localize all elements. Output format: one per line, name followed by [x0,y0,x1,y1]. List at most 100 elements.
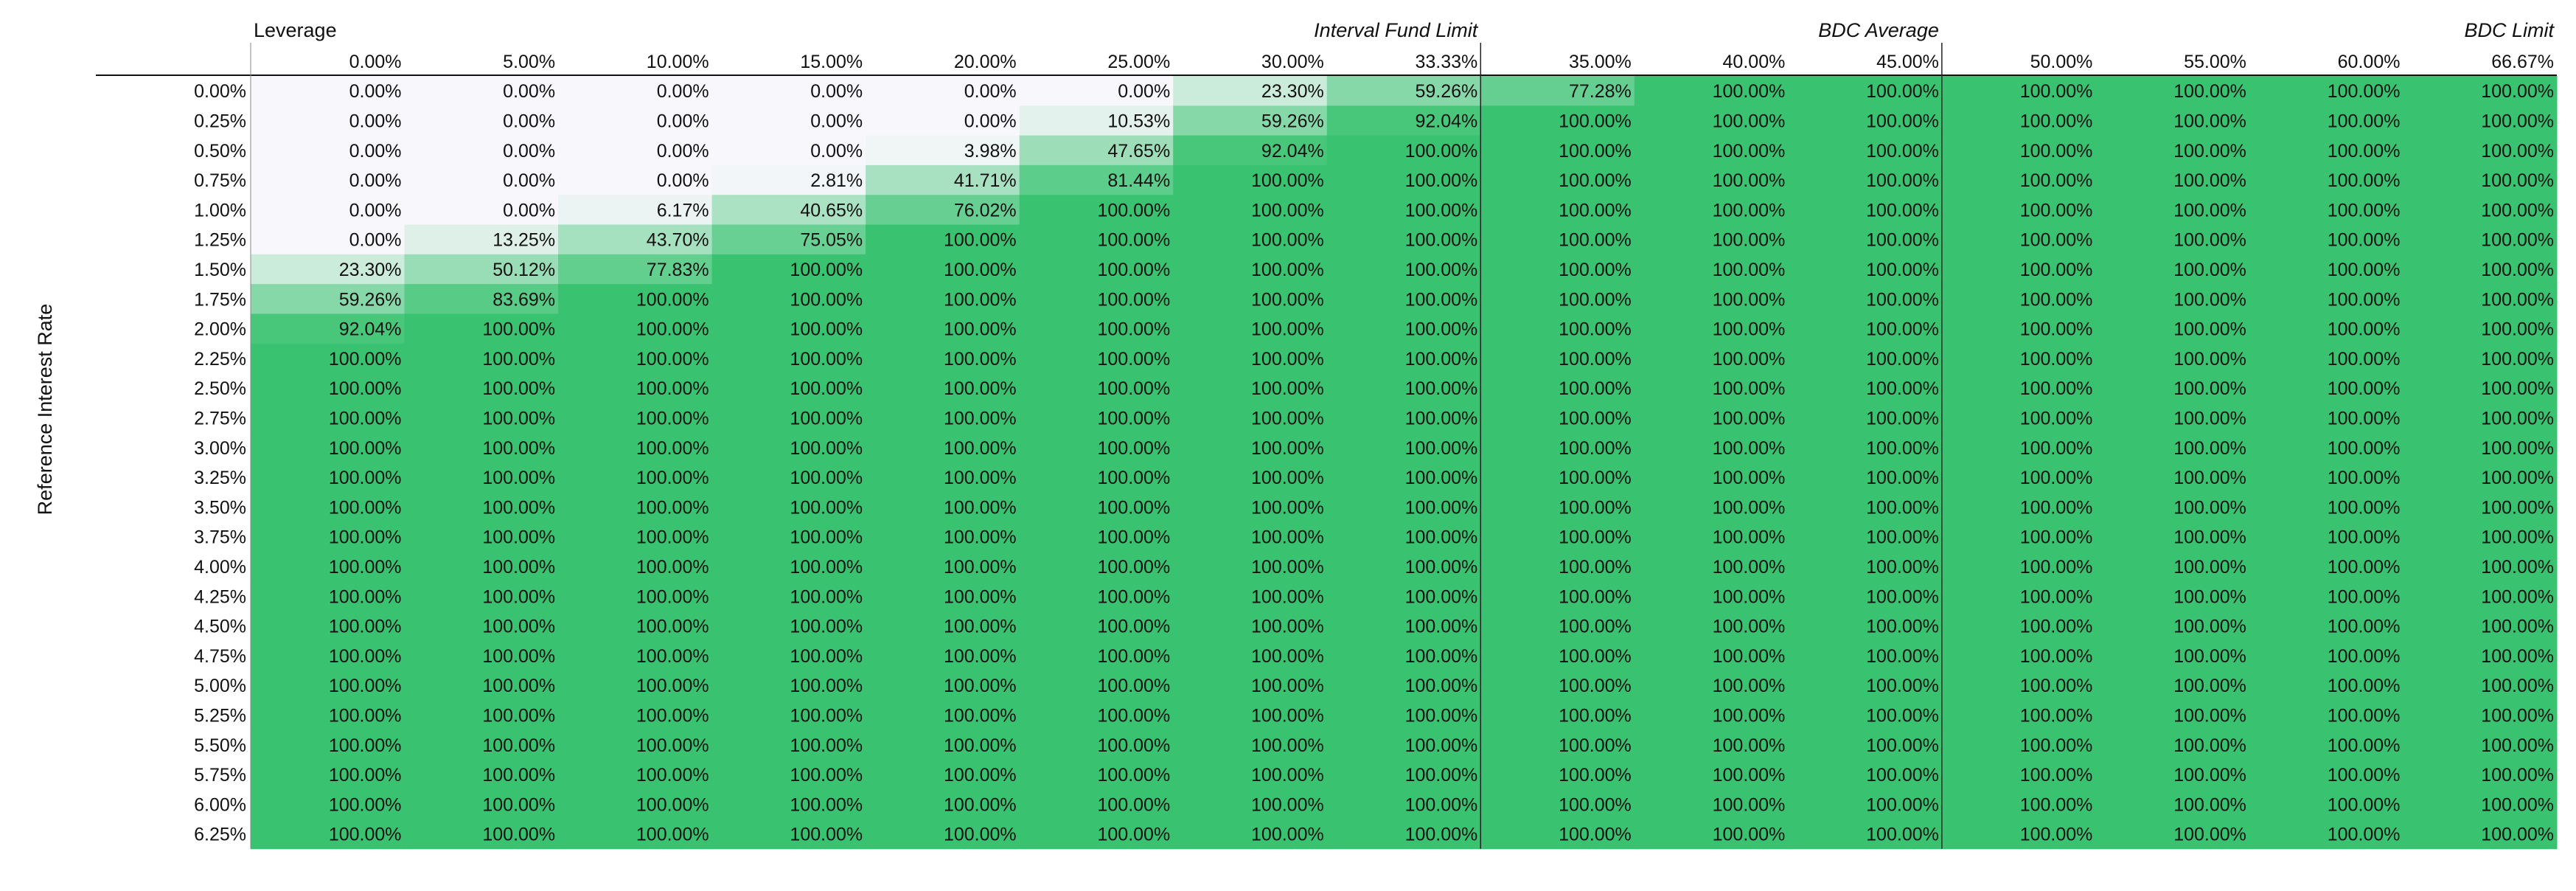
cell-value-label: 100.00% [790,617,863,637]
cell-value-label: 100.00% [2481,765,2554,786]
heatmap-cell [2095,164,2250,195]
cell-value-label: 100.00% [1713,349,1786,370]
heatmap-cell [404,759,559,790]
heatmap-cell [2249,462,2403,493]
heatmap-cell [251,700,405,731]
heatmap-cell [404,76,559,106]
heatmap-cell [1173,195,1328,225]
cell-value-label: 100.00% [944,349,1017,370]
heatmap-cell [1019,254,1174,285]
heatmap-cell [2249,700,2403,731]
heatmap-cell [558,462,713,493]
cell-value-label: 100.00% [636,468,709,488]
row-tick-label: 4.75% [194,646,246,667]
heatmap-cell [1326,700,1481,731]
heatmap-cell [866,135,1020,166]
heatmap-cell [1788,462,1943,493]
cell-value-label: 100.00% [1866,408,1939,429]
cell-value-label: 100.00% [1713,765,1786,786]
heatmap-cell [711,284,866,314]
heatmap-cell [1019,403,1174,434]
cell-value-label: 100.00% [2328,319,2401,340]
cell-value-label: 100.00% [2328,557,2401,578]
cell-value-label: 100.00% [1251,676,1324,696]
heatmap-cell [251,670,405,701]
cell-value-label: 100.00% [790,586,863,607]
cell-value-label: 100.00% [1097,765,1170,786]
cell-value-label: 100.00% [2020,735,2093,756]
cell-value-label: 100.00% [2481,81,2554,102]
cell-value-label: 100.00% [1097,378,1170,399]
cell-value-label: 100.00% [2481,527,2554,548]
cell-value-label: 100.00% [1713,497,1786,518]
cell-value-label: 100.00% [944,438,1017,459]
heatmap-cell [711,819,866,850]
cell-value-label: 100.00% [1713,617,1786,637]
heatmap-cell [2403,670,2558,701]
heatmap-cell [1480,789,1635,819]
cell-value-label: 100.00% [1713,378,1786,399]
cell-value-label: 100.00% [1713,438,1786,459]
cell-value-label: 100.00% [636,646,709,667]
heatmap-cell [251,551,405,582]
heatmap-cell [1019,462,1174,493]
cell-value-label: 100.00% [790,289,863,310]
labels-layer: 0.00% 0.00% 0.00% 0.00% 0.00% 0.00% 23.30% 59.2… [194,19,2555,845]
heatmap-cell [558,700,713,731]
cell-value-label: 100.00% [1097,319,1170,340]
row-tick-label: 6.00% [194,794,246,815]
cell-value-label: 100.00% [1866,349,1939,370]
heatmap-cell [2403,284,2558,314]
heatmap-cell [404,373,559,403]
cell-value-label: 100.00% [1559,527,1632,548]
column-tick-label: 25.00% [1107,52,1170,72]
heatmap-cell [1019,135,1174,166]
cell-value-label: 100.00% [1097,438,1170,459]
cell-value-label: 100.00% [329,349,402,370]
heatmap-cell [1173,432,1328,463]
heatmap-cell [1788,551,1943,582]
cell-value-label: 100.00% [1713,794,1786,815]
cell-value-label: 100.00% [2481,319,2554,340]
cell-value-label: 100.00% [2020,527,2093,548]
cell-value-label: 100.00% [1097,349,1170,370]
heatmap-cell [1941,611,2096,642]
heatmap-cell [1326,403,1481,434]
cell-value-label: 100.00% [2020,81,2093,102]
cell-value-label: 100.00% [944,557,1017,578]
cell-value-label: 100.00% [636,497,709,518]
cell-value-label: 59.26% [1415,81,1477,102]
cell-value-label: 100.00% [944,468,1017,488]
cell-value-label: 100.00% [2328,170,2401,191]
cell-value-label: 0.00% [810,111,863,131]
cell-value-label: 100.00% [2481,438,2554,459]
cell-value-label: 100.00% [944,230,1017,251]
heatmap-cell [2403,611,2558,642]
cell-value-label: 100.00% [1251,319,1324,340]
heatmap-cell [558,640,713,671]
heatmap-cell [1173,284,1328,314]
cell-value-label: 0.00% [657,170,709,191]
cell-value-label: 100.00% [329,676,402,696]
row-tick-label: 2.50% [194,378,246,399]
cell-value-label: 43.70% [647,230,709,251]
heatmap-cell [404,403,559,434]
cell-value-label: 100.00% [2173,557,2246,578]
heatmap-cell [1788,640,1943,671]
heatmap-cell [2249,492,2403,522]
heatmap-cell [1173,164,1328,195]
heatmap-cell [2249,581,2403,611]
cell-value-label: 100.00% [1559,557,1632,578]
heatmap-cell [1941,729,2096,760]
heatmap-cell [2249,135,2403,166]
heatmap-cell [1480,551,1635,582]
heatmap-cell [2403,462,2558,493]
heatmap-cell [251,373,405,403]
cell-value-label: 100.00% [1559,141,1632,162]
row-tick-label: 5.75% [194,765,246,786]
cell-value-label: 100.00% [1866,676,1939,696]
cell-value-label: 100.00% [2020,378,2093,399]
cell-value-label: 100.00% [1405,170,1478,191]
row-tick-label: 1.75% [194,289,246,310]
heatmap-cell [2095,284,2250,314]
